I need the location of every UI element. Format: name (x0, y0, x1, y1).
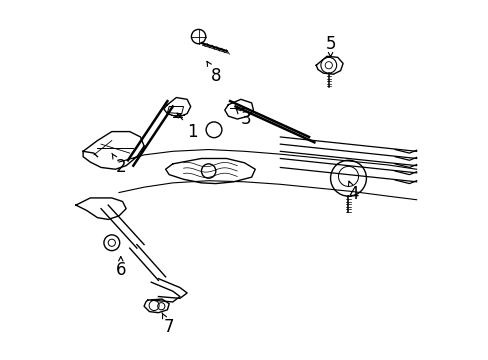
Text: 4: 4 (348, 181, 358, 203)
Text: 5: 5 (325, 35, 335, 57)
Text: 6: 6 (115, 257, 126, 279)
Text: 7: 7 (162, 313, 174, 336)
Text: 8: 8 (206, 62, 221, 85)
Text: 3: 3 (236, 109, 251, 128)
Text: 2: 2 (112, 153, 126, 176)
Text: 1: 1 (177, 113, 198, 141)
